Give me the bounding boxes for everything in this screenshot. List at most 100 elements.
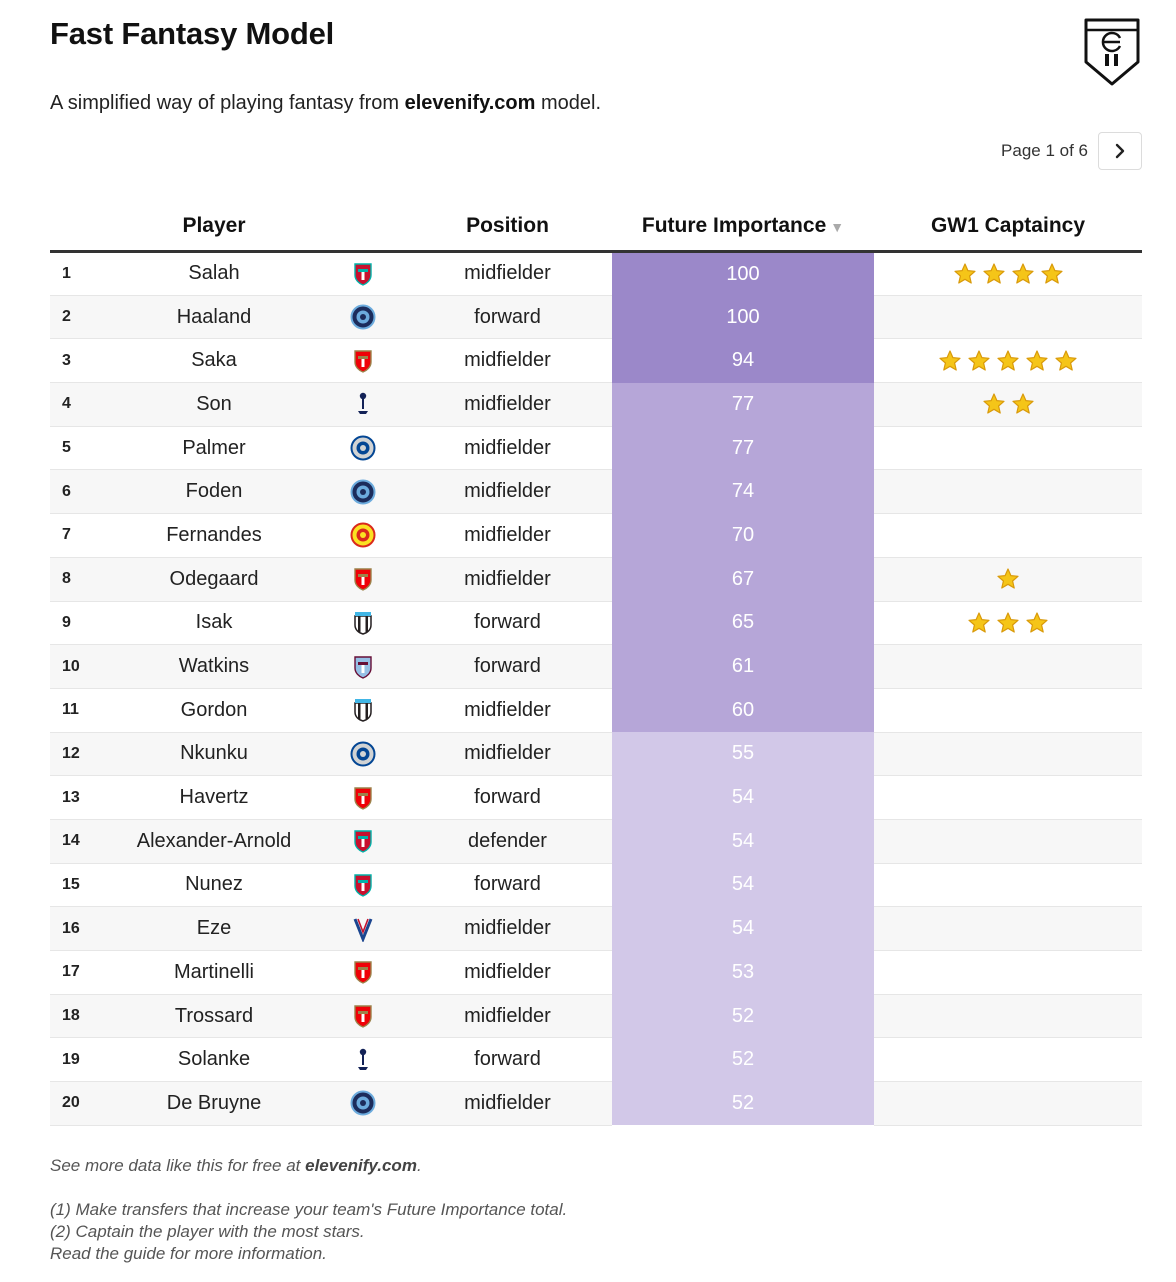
importance-cell: 61	[612, 644, 874, 689]
table-row[interactable]: 6 Foden midfielder 74	[50, 469, 1142, 515]
player-header[interactable]: Player	[105, 202, 323, 253]
table-row[interactable]: 19 Solanke forward 52	[50, 1037, 1142, 1083]
star-icon	[1011, 393, 1034, 415]
importance-cell: 65	[612, 601, 874, 645]
man-utd-crest-icon	[350, 522, 376, 548]
captaincy-cell	[874, 382, 1142, 427]
player-name-cell: Nunez	[105, 863, 323, 908]
position-cell: midfielder	[403, 688, 612, 733]
club-cell	[323, 994, 403, 1039]
star-icon	[1026, 350, 1048, 371]
player-name-cell: Eze	[105, 906, 323, 951]
table-row[interactable]: 15 Nunez forward 54	[50, 863, 1142, 908]
captaincy-stars	[996, 567, 1020, 591]
position-header[interactable]: Position	[403, 202, 612, 253]
captaincy-cell	[874, 469, 1142, 515]
star-icon	[982, 393, 1005, 415]
arsenal-crest-icon	[354, 961, 372, 985]
importance-cell: 53	[612, 950, 874, 995]
club-cell	[323, 469, 403, 515]
star-icon	[953, 263, 976, 284]
importance-cell: 54	[612, 863, 874, 907]
importance-cell: 60	[612, 688, 874, 733]
captaincy-stars	[982, 392, 1035, 416]
arsenal-crest-icon	[354, 350, 372, 373]
club-cell	[323, 775, 403, 820]
table-row[interactable]: 5 Palmer midfielder 77	[50, 426, 1142, 471]
footer-site-link[interactable]: elevenify.com	[305, 1156, 417, 1175]
position-cell: midfielder	[403, 426, 612, 471]
subtitle-suffix: model.	[535, 92, 602, 114]
man-city-crest-icon	[350, 304, 376, 330]
captaincy-cell	[874, 950, 1142, 995]
table-row[interactable]: 9 Isak forward 65	[50, 601, 1142, 646]
club-cell	[323, 601, 403, 646]
importance-cell: 77	[612, 382, 874, 427]
liverpool-crest-icon	[354, 830, 372, 854]
captaincy-cell	[874, 426, 1142, 471]
captaincy-stars	[938, 349, 1078, 373]
importance-cell: 100	[612, 295, 874, 339]
subtitle-text: A simplified way of playing fantasy from	[50, 92, 405, 114]
table-row[interactable]: 17 Martinelli midfielder 53	[50, 950, 1142, 995]
player-name-cell: Odegaard	[105, 557, 323, 602]
table-row[interactable]: 12 Nkunku midfielder 55	[50, 732, 1142, 777]
rank-cell: 18	[50, 994, 105, 1039]
sort-descending-icon: ▼	[830, 219, 845, 235]
position-cell: midfielder	[403, 1081, 612, 1126]
captaincy-header[interactable]: GW1 Captaincy	[874, 202, 1142, 253]
rank-cell: 1	[50, 251, 105, 296]
importance-header[interactable]: Future Importance ▼	[612, 202, 874, 253]
position-cell: midfielder	[403, 557, 612, 602]
importance-cell: 52	[612, 994, 874, 1038]
club-cell	[323, 1081, 403, 1126]
man-city-crest-icon	[350, 1090, 376, 1116]
table-row[interactable]: 13 Havertz forward 54	[50, 775, 1142, 820]
importance-cell: 70	[612, 513, 874, 558]
position-cell: midfielder	[403, 994, 612, 1039]
club-cell	[323, 819, 403, 864]
captaincy-cell	[874, 906, 1142, 951]
player-name-cell: Saka	[105, 338, 323, 384]
rank-cell: 12	[50, 732, 105, 777]
tottenham-crest-icon	[358, 393, 368, 415]
club-cell	[323, 688, 403, 733]
captaincy-cell	[874, 557, 1142, 602]
table-row[interactable]: 10 Watkins forward 61	[50, 644, 1142, 689]
rank-cell: 19	[50, 1037, 105, 1083]
captaincy-cell	[874, 1081, 1142, 1126]
table-row[interactable]: 1 Salah midfielder 100	[50, 251, 1142, 296]
table-row[interactable]: 20 De Bruyne midfielder 52	[50, 1081, 1142, 1126]
player-name-cell: Martinelli	[105, 950, 323, 995]
position-cell: midfielder	[403, 469, 612, 515]
club-cell	[323, 557, 403, 602]
next-page-button[interactable]	[1098, 132, 1142, 170]
player-name-cell: Salah	[105, 251, 323, 296]
table-row[interactable]: 11 Gordon midfielder 60	[50, 688, 1142, 733]
table-row[interactable]: 8 Odegaard midfielder 67	[50, 557, 1142, 602]
table-row[interactable]: 16 Eze midfielder 54	[50, 906, 1142, 951]
table-row[interactable]: 3 Saka midfielder 94	[50, 338, 1142, 384]
rank-header	[50, 202, 105, 253]
table-row[interactable]: 18 Trossard midfielder 52	[50, 994, 1142, 1039]
importance-cell: 100	[612, 251, 874, 296]
table-row[interactable]: 2 Haaland forward 100	[50, 295, 1142, 340]
importance-cell: 77	[612, 426, 874, 470]
table-row[interactable]: 4 Son midfielder 77	[50, 382, 1142, 427]
captaincy-cell	[874, 251, 1142, 296]
table-row[interactable]: 7 Fernandes midfielder 70	[50, 513, 1142, 558]
man-city-crest-icon	[350, 479, 376, 505]
subtitle: A simplified way of playing fantasy from…	[50, 92, 601, 115]
captaincy-cell	[874, 775, 1142, 820]
chevron-right-icon	[1115, 143, 1125, 159]
player-name-cell: Fernandes	[105, 513, 323, 558]
star-icon	[968, 350, 990, 371]
position-cell: midfielder	[403, 251, 612, 296]
star-icon	[1026, 612, 1048, 633]
position-cell: midfielder	[403, 382, 612, 427]
liverpool-crest-icon	[354, 263, 372, 286]
rank-cell: 14	[50, 819, 105, 864]
captaincy-cell	[874, 1037, 1142, 1083]
table-row[interactable]: 14 Alexander-Arnold defender 54	[50, 819, 1142, 864]
players-table: Player Position Future Importance ▼ GW1 C…	[50, 202, 1142, 1126]
